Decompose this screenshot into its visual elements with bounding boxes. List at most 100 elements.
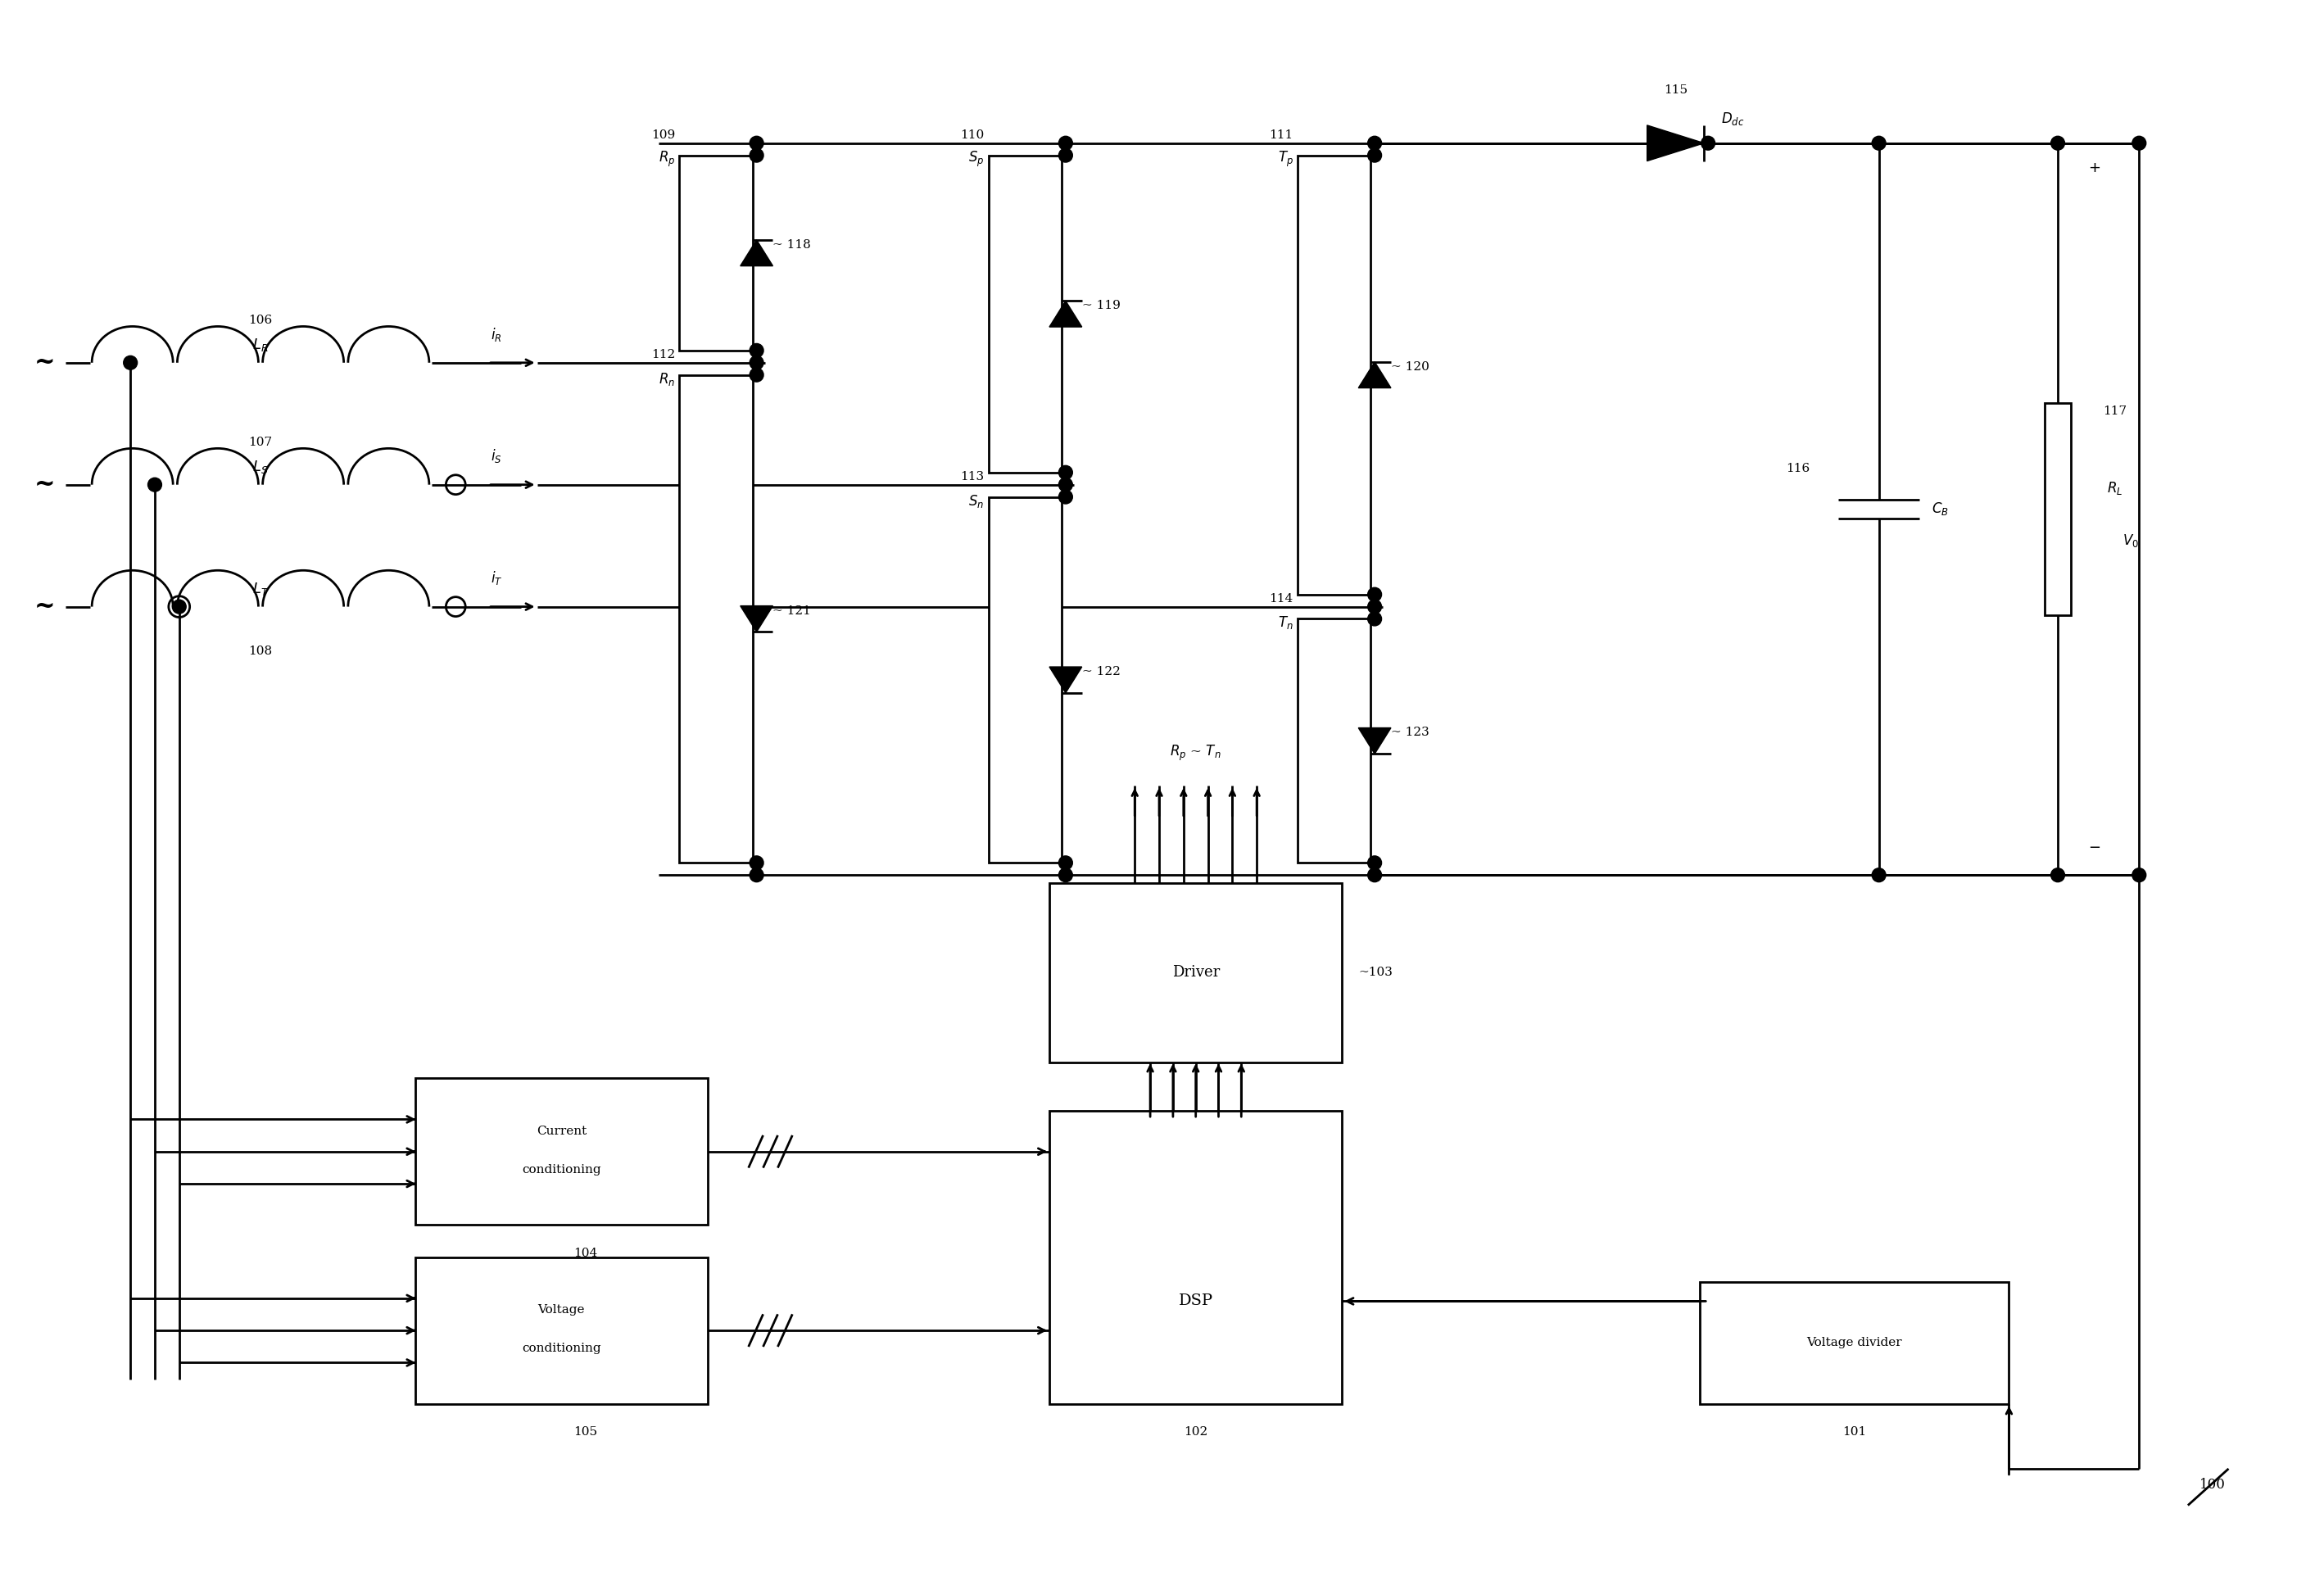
Polygon shape [1360,362,1392,388]
Circle shape [2131,137,2145,149]
Text: 116: 116 [1785,462,1810,475]
Circle shape [2050,868,2064,882]
Text: $T_n$: $T_n$ [1278,615,1294,630]
Text: 109: 109 [651,129,676,141]
Circle shape [1701,137,1715,149]
Circle shape [1060,478,1074,492]
Text: $R_n$: $R_n$ [658,371,676,387]
Text: ~ 118: ~ 118 [774,239,811,250]
Text: Voltage: Voltage [537,1305,586,1316]
Text: $D_{dc}$: $D_{dc}$ [1720,110,1743,127]
Text: 112: 112 [651,349,676,360]
Circle shape [751,344,765,357]
Text: $S_n$: $S_n$ [969,492,985,509]
Circle shape [2131,868,2145,882]
Circle shape [751,148,765,162]
Text: $S_p$: $S_p$ [969,149,985,168]
Text: ~: ~ [35,351,56,376]
Circle shape [1369,868,1380,882]
Text: 114: 114 [1269,593,1294,604]
Text: $V_0$: $V_0$ [2122,533,2138,549]
Text: $R_L$: $R_L$ [2108,479,2122,497]
Text: ~: ~ [35,472,56,497]
Text: 113: 113 [960,472,985,483]
Bar [416,1258,709,1404]
Text: $L_T$: $L_T$ [251,580,270,597]
Circle shape [172,601,186,613]
Circle shape [1060,490,1074,503]
Bar [1050,1111,1343,1404]
Circle shape [1369,601,1380,613]
Text: ~ 121: ~ 121 [774,605,811,616]
Text: 102: 102 [1183,1426,1208,1438]
Circle shape [1871,137,1885,149]
Circle shape [1871,868,1885,882]
Circle shape [1369,148,1380,162]
Circle shape [1060,868,1074,882]
Bar [1699,1281,2008,1404]
Text: 106: 106 [249,314,272,325]
Text: $i_T$: $i_T$ [490,569,502,586]
Text: 104: 104 [574,1248,597,1259]
Text: ~ 119: ~ 119 [1083,300,1120,311]
Circle shape [1369,855,1380,869]
Bar [2045,404,2071,615]
Circle shape [1060,137,1074,149]
Bar [1297,156,1371,594]
Text: 107: 107 [249,437,272,448]
Text: 105: 105 [574,1426,597,1438]
Text: 117: 117 [2103,406,2126,417]
Circle shape [1060,148,1074,162]
Polygon shape [1050,300,1083,327]
Circle shape [751,855,765,869]
Text: $R_p$ ~ $T_n$: $R_p$ ~ $T_n$ [1169,744,1222,762]
Circle shape [2050,137,2064,149]
Bar [988,156,1062,473]
Text: ~ 123: ~ 123 [1392,726,1429,739]
Text: Current: Current [537,1126,586,1137]
Circle shape [149,478,163,492]
Text: 115: 115 [1664,85,1687,96]
Circle shape [1060,855,1074,869]
Text: $T_p$: $T_p$ [1278,149,1294,168]
Circle shape [1369,137,1380,149]
Polygon shape [1050,667,1083,693]
Text: DSP: DSP [1178,1294,1213,1308]
Text: $C_B$: $C_B$ [1931,501,1948,517]
Bar [416,1078,709,1225]
Polygon shape [1648,126,1703,160]
Bar [988,497,1062,863]
Text: ~ 120: ~ 120 [1392,362,1429,373]
Text: $R_p$: $R_p$ [658,149,676,168]
Circle shape [1369,612,1380,626]
Circle shape [1369,588,1380,602]
Text: ~ 122: ~ 122 [1083,667,1120,678]
Circle shape [751,868,765,882]
Text: 108: 108 [249,646,272,657]
Polygon shape [1360,728,1392,755]
Text: Driver: Driver [1171,965,1220,979]
Text: $-$: $-$ [2089,839,2101,854]
Text: conditioning: conditioning [523,1163,602,1176]
Text: $+$: $+$ [2089,160,2101,174]
Polygon shape [741,605,774,632]
Text: 111: 111 [1269,129,1294,141]
Text: 101: 101 [1843,1426,1866,1438]
Circle shape [751,355,765,369]
Text: ~: ~ [35,594,56,619]
Circle shape [751,137,765,149]
Text: ~103: ~103 [1360,967,1392,978]
Text: 110: 110 [960,129,985,141]
Text: conditioning: conditioning [523,1342,602,1353]
Bar [679,156,753,351]
Bar [1297,619,1371,863]
Circle shape [123,355,137,369]
Polygon shape [741,241,774,266]
Text: $i_S$: $i_S$ [490,448,502,465]
Text: Voltage divider: Voltage divider [1806,1336,1903,1349]
Bar [679,374,753,863]
Circle shape [751,368,765,382]
Text: $L_S$: $L_S$ [253,459,270,475]
Bar [1050,883,1343,1063]
Text: $L_R$: $L_R$ [253,336,270,354]
